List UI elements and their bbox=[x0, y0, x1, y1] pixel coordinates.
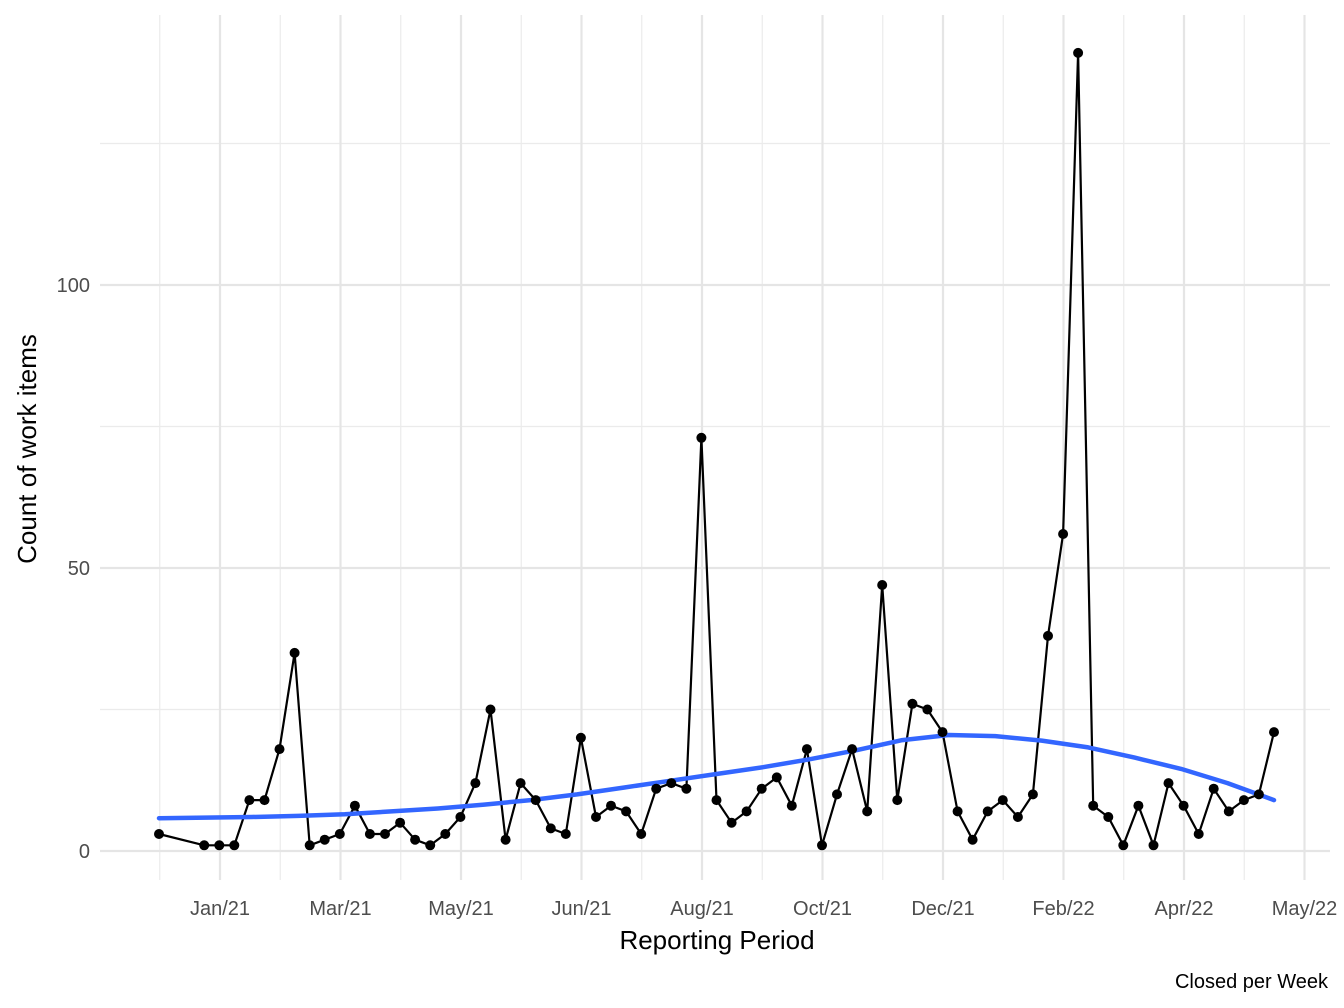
observed-points bbox=[154, 47, 1279, 851]
y-axis-tick-labels: 0 50 100 bbox=[57, 275, 90, 863]
data-point bbox=[982, 806, 993, 817]
data-point bbox=[696, 432, 707, 443]
data-point bbox=[1148, 840, 1159, 851]
data-point bbox=[1012, 812, 1023, 822]
data-point bbox=[1027, 789, 1038, 800]
data-point bbox=[892, 795, 903, 806]
x-tick-label: Jan/21 bbox=[190, 898, 250, 920]
data-point bbox=[440, 829, 451, 839]
data-point bbox=[1269, 727, 1279, 738]
data-point bbox=[319, 834, 330, 845]
x-tick-label: May/22 bbox=[1272, 898, 1338, 920]
data-point bbox=[259, 795, 270, 806]
data-point bbox=[1103, 812, 1114, 822]
data-point bbox=[229, 840, 240, 851]
data-point bbox=[681, 783, 692, 794]
data-point bbox=[786, 800, 797, 811]
data-point bbox=[410, 834, 421, 845]
data-point bbox=[771, 772, 782, 783]
x-tick-label: Jun/21 bbox=[551, 898, 611, 920]
minor-gridlines bbox=[100, 15, 1330, 880]
data-point bbox=[485, 704, 496, 715]
x-axis-title: Reporting Period bbox=[619, 925, 814, 955]
data-point bbox=[1223, 806, 1234, 817]
x-tick-label: May/21 bbox=[428, 898, 494, 920]
data-point bbox=[907, 698, 918, 709]
data-point bbox=[636, 829, 647, 839]
data-point bbox=[606, 800, 616, 811]
data-point bbox=[937, 727, 948, 738]
y-tick-label: 0 bbox=[79, 841, 90, 863]
trend-line bbox=[156, 732, 1277, 821]
data-point bbox=[304, 840, 315, 851]
data-point bbox=[711, 795, 722, 806]
data-point bbox=[425, 840, 436, 851]
data-point bbox=[530, 795, 541, 806]
data-point bbox=[847, 744, 858, 755]
data-point bbox=[726, 817, 737, 828]
data-point bbox=[952, 806, 963, 817]
y-axis-title: Count of work items bbox=[12, 334, 42, 564]
data-point bbox=[651, 783, 662, 794]
x-tick-label: Mar/21 bbox=[309, 898, 371, 920]
data-point bbox=[817, 840, 827, 851]
observed-line bbox=[158, 51, 1276, 847]
data-point bbox=[575, 732, 586, 743]
x-tick-label: Aug/21 bbox=[670, 898, 733, 920]
data-point bbox=[801, 744, 812, 755]
data-point bbox=[1253, 789, 1264, 800]
data-point bbox=[1133, 800, 1144, 811]
data-point bbox=[244, 795, 255, 806]
data-point bbox=[1178, 800, 1189, 811]
data-point bbox=[545, 823, 556, 834]
data-point bbox=[862, 806, 873, 817]
x-tick-label: Oct/21 bbox=[793, 898, 852, 920]
data-point bbox=[500, 834, 511, 845]
data-point bbox=[1073, 47, 1084, 58]
data-point bbox=[877, 580, 888, 590]
data-point bbox=[455, 812, 466, 822]
y-tick-label: 50 bbox=[68, 558, 90, 580]
data-point bbox=[997, 795, 1008, 806]
observed-series bbox=[158, 51, 1276, 847]
x-tick-label: Dec/21 bbox=[911, 898, 974, 920]
data-point bbox=[1058, 529, 1069, 539]
data-point bbox=[154, 829, 164, 839]
data-point bbox=[967, 834, 978, 845]
data-point bbox=[364, 829, 375, 839]
x-axis-tick-labels: Jan/21 Mar/21 May/21 Jun/21 Aug/21 Oct/21 Dec/… bbox=[190, 898, 1337, 920]
data-point bbox=[274, 744, 285, 755]
data-point bbox=[289, 647, 300, 658]
data-point bbox=[395, 817, 406, 828]
data-point bbox=[560, 829, 571, 839]
y-tick-label: 100 bbox=[57, 275, 90, 297]
data-point bbox=[666, 778, 677, 789]
data-point bbox=[922, 704, 933, 715]
data-point bbox=[1118, 840, 1129, 851]
data-point bbox=[349, 800, 360, 811]
data-point bbox=[756, 783, 767, 794]
data-point bbox=[1043, 630, 1053, 641]
data-point bbox=[515, 778, 526, 789]
data-point bbox=[591, 812, 601, 822]
data-point bbox=[1088, 800, 1099, 811]
data-point bbox=[199, 840, 210, 851]
chart-caption: Closed per Week bbox=[1175, 971, 1329, 993]
data-point bbox=[741, 806, 752, 817]
data-point bbox=[1163, 778, 1174, 789]
x-tick-label: Feb/22 bbox=[1032, 898, 1094, 920]
data-point bbox=[832, 789, 842, 800]
data-point bbox=[214, 840, 225, 851]
data-point bbox=[1208, 783, 1219, 794]
data-point bbox=[470, 778, 481, 789]
data-point bbox=[1238, 795, 1249, 806]
data-point bbox=[334, 829, 345, 839]
data-point bbox=[380, 829, 390, 839]
smoothed-trend-series bbox=[156, 732, 1277, 821]
x-tick-label: Apr/22 bbox=[1155, 898, 1214, 920]
data-point bbox=[621, 806, 632, 817]
data-point bbox=[1193, 829, 1204, 839]
